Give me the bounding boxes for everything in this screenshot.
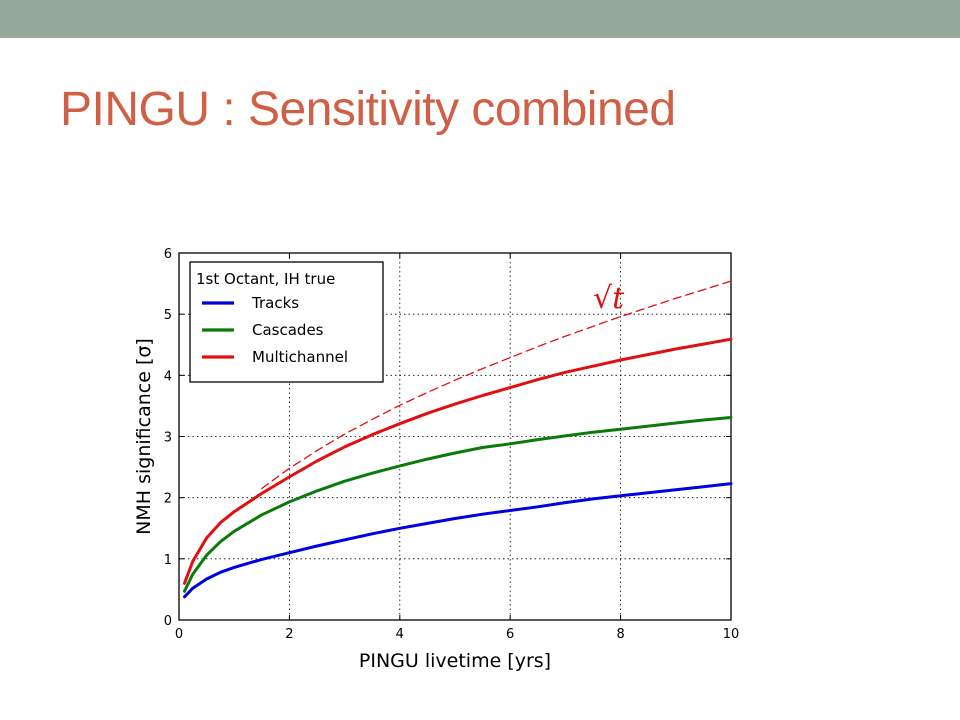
y-tick-label: 1 (164, 553, 172, 568)
x-tick-label: 2 (285, 627, 293, 642)
y-axis-label: NMH significance [σ] (133, 338, 155, 535)
x-tick-label: 10 (723, 627, 740, 642)
y-axis-ticks: 0 1 2 3 4 5 6 (164, 247, 731, 629)
series-line-sqrt-t-reference (261, 280, 732, 490)
x-tick-label: 6 (506, 627, 514, 642)
legend-label-multichannel: Multichannel (252, 348, 348, 366)
legend-label-tracks: Tracks (251, 294, 299, 312)
y-tick-label: 0 (164, 614, 172, 629)
y-tick-label: 3 (164, 431, 172, 446)
x-tick-label: 4 (396, 627, 404, 642)
slide-title: PINGU : Sensitivity combined (60, 83, 676, 136)
series-layer (183, 280, 733, 599)
legend-title: 1st Octant, IH true (196, 270, 335, 288)
series-line-multichannel (183, 337, 733, 585)
y-tick-label: 5 (164, 308, 172, 323)
y-tick-label: 2 (164, 492, 172, 507)
x-tick-label: 8 (616, 627, 624, 642)
series-line-tracks (183, 482, 733, 599)
sqrt-t-annotation: √t (593, 281, 625, 316)
annotation-layer: √t (593, 281, 625, 316)
legend-box (189, 261, 384, 383)
x-tick-label: 0 (175, 627, 183, 642)
x-axis-label: PINGU livetime [yrs] (359, 650, 551, 672)
legend-label-cascades: Cascades (252, 321, 324, 339)
grid-lines (179, 253, 731, 620)
slide-top-bar (0, 0, 960, 38)
x-axis-ticks: 0 2 4 6 8 10 (175, 253, 739, 642)
y-tick-label: 6 (164, 247, 172, 262)
y-tick-label: 4 (164, 369, 172, 384)
legend: 1st Octant, IH true Tracks Cascades Multic… (189, 261, 384, 383)
series-line-cascades (183, 416, 733, 593)
